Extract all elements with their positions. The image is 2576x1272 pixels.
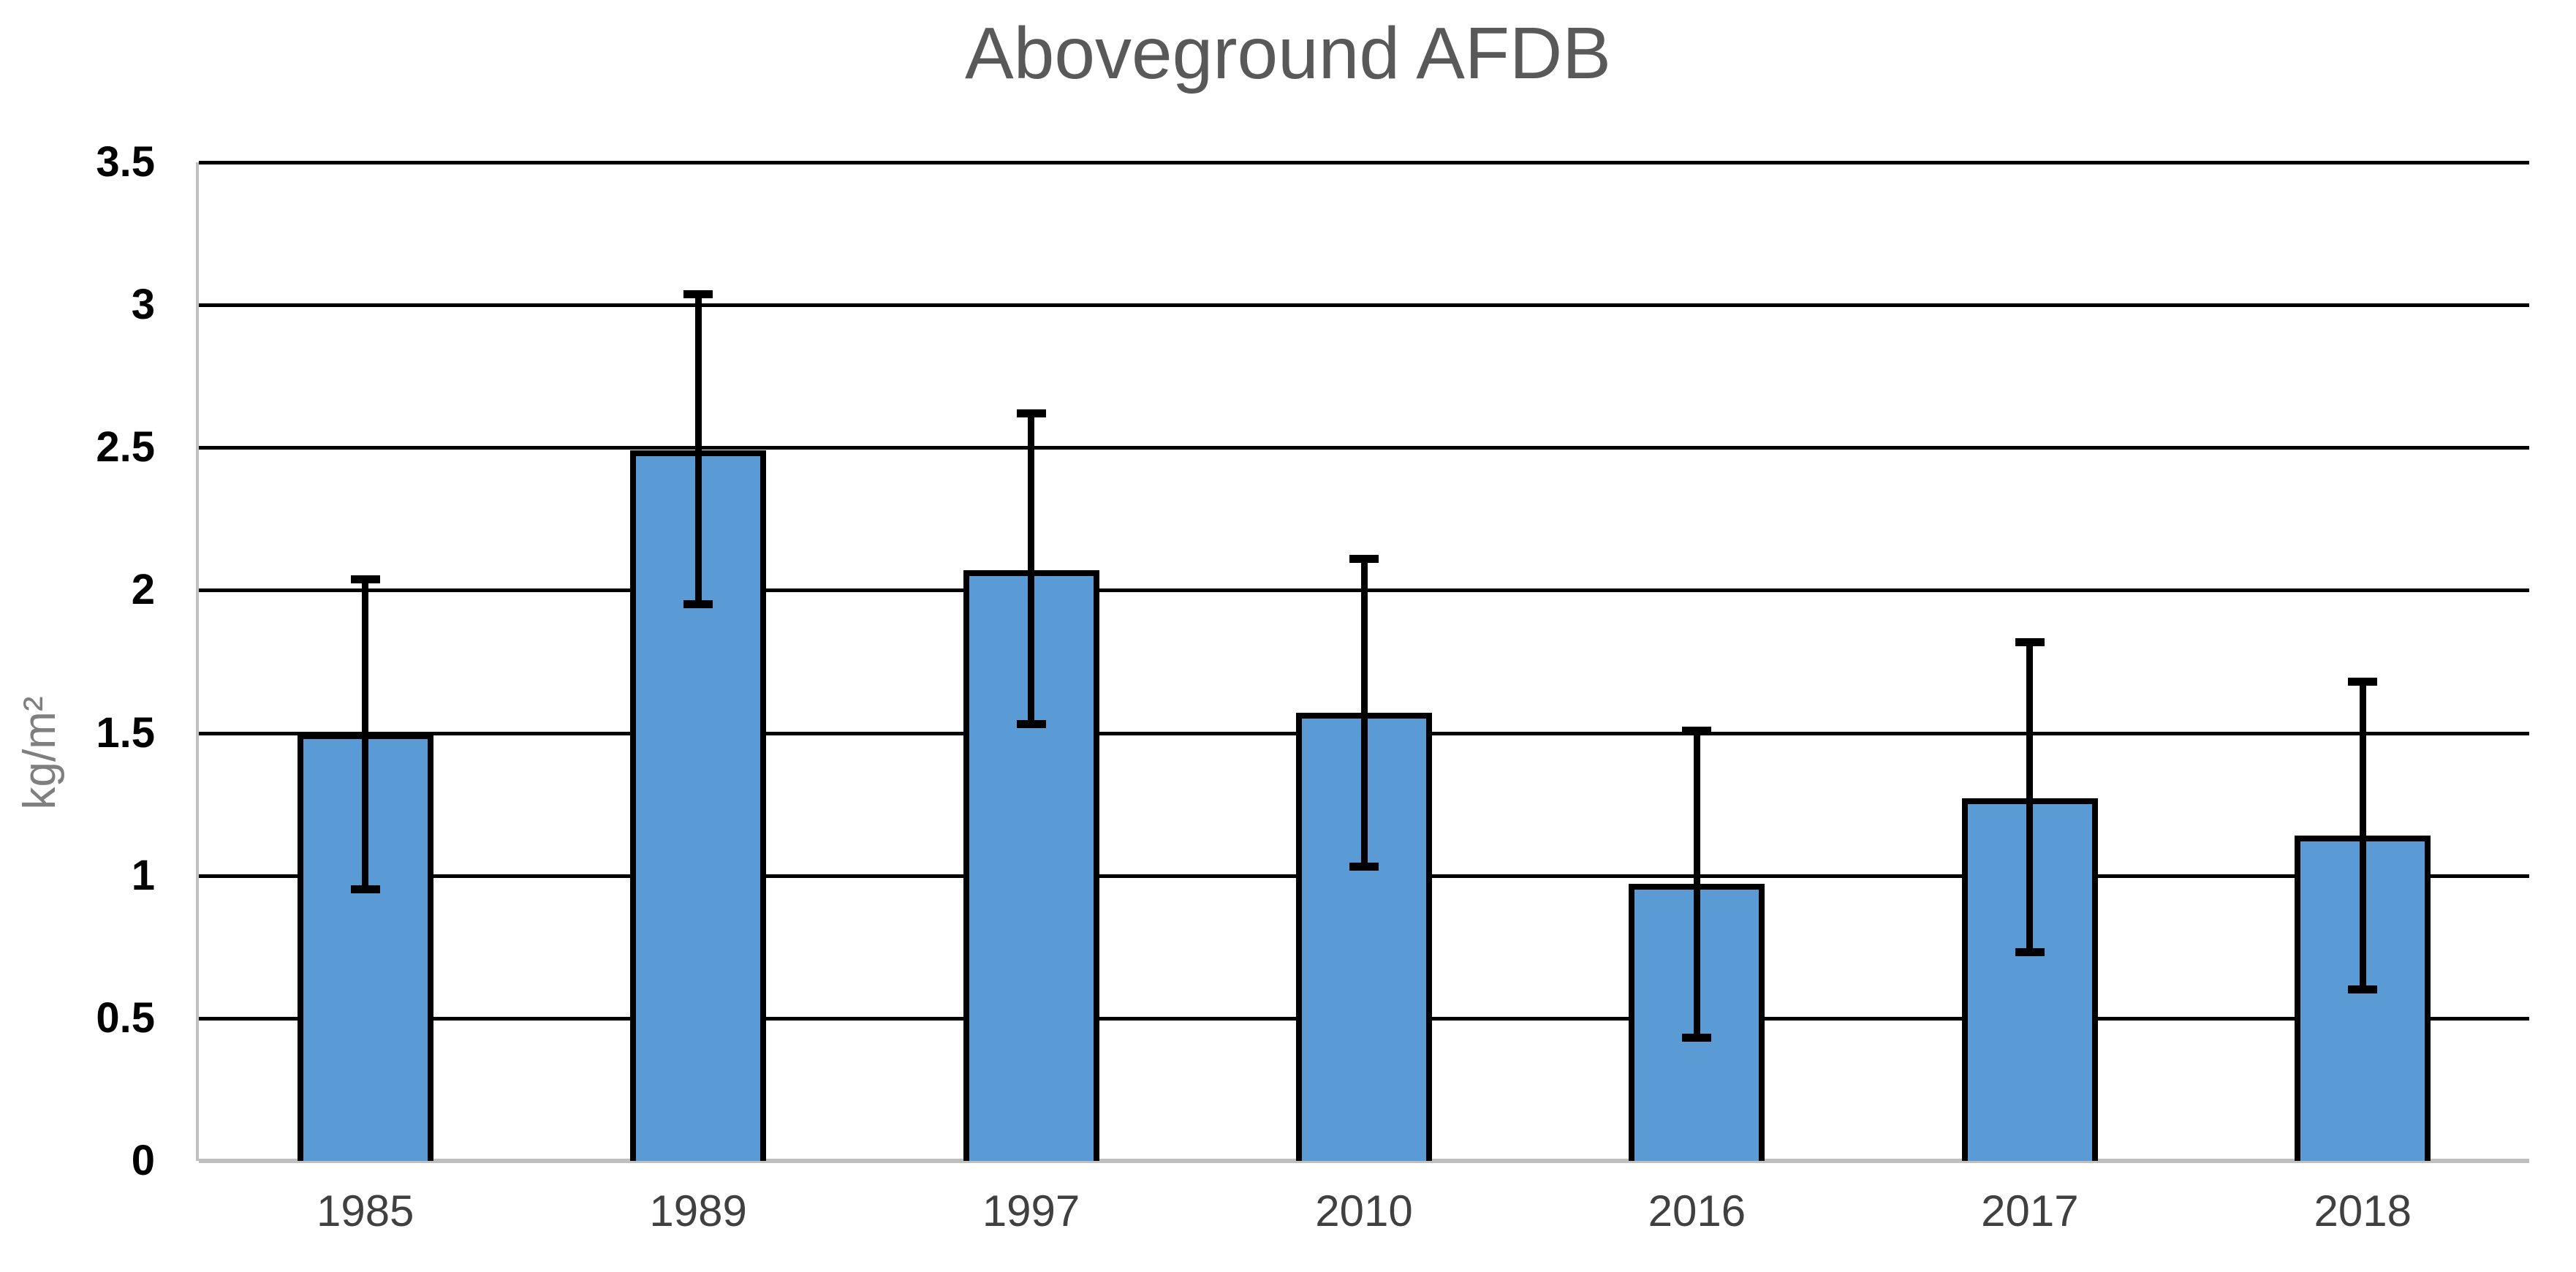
error-bar-cap-bottom [683, 599, 713, 608]
y-tick-label: 2.5 [96, 423, 155, 472]
error-bar [1028, 413, 1035, 724]
x-tick-label: 1989 [649, 1186, 747, 1235]
bar [2295, 836, 2431, 1161]
gridline [199, 446, 2529, 450]
x-axis-line [199, 1159, 2529, 1163]
error-bar-cap-bottom [1016, 719, 1046, 728]
error-bar-cap-bottom [1349, 863, 1379, 871]
error-bar-cap-bottom [1682, 1034, 1712, 1042]
error-bar-cap-top [350, 575, 380, 583]
x-tick-label: 2010 [1315, 1186, 1413, 1235]
error-bar-cap-bottom [350, 885, 380, 894]
y-tick-label: 0.5 [96, 993, 155, 1042]
error-bar [362, 578, 369, 890]
x-tick-label: 2016 [1648, 1186, 1746, 1235]
error-bar [1693, 730, 1700, 1039]
gridline [199, 303, 2529, 308]
y-tick-label: 0 [131, 1137, 155, 1184]
x-tick-label: 2017 [1981, 1186, 2079, 1235]
gridline [199, 161, 2529, 164]
error-bar-cap-top [2348, 678, 2378, 686]
error-bar [694, 293, 702, 605]
error-bar [1360, 559, 1368, 867]
chart-title: Aboveground AFDB [965, 12, 1611, 94]
y-tick-label: 3.5 [96, 138, 155, 186]
y-tick-label: 1 [131, 851, 155, 899]
error-bar-cap-top [683, 289, 713, 298]
x-tick-label: 1985 [316, 1186, 414, 1235]
error-bar-cap-bottom [2015, 948, 2045, 957]
x-tick-label: 2018 [2314, 1186, 2412, 1235]
error-bar-cap-bottom [2348, 985, 2378, 993]
x-tick-label: 1997 [982, 1186, 1080, 1235]
y-tick-label: 3 [131, 281, 155, 329]
error-bar-cap-top [1016, 409, 1046, 418]
y-tick-label: 2 [131, 566, 155, 614]
error-bar [2359, 681, 2366, 990]
error-bar [2026, 641, 2034, 953]
y-tick-label: 1.5 [96, 708, 155, 757]
bar [1961, 798, 2098, 1161]
error-bar-cap-top [1349, 555, 1379, 564]
error-bar-cap-top [2015, 637, 2045, 646]
y-axis-line [196, 162, 199, 1161]
error-bar-cap-top [1682, 726, 1712, 735]
